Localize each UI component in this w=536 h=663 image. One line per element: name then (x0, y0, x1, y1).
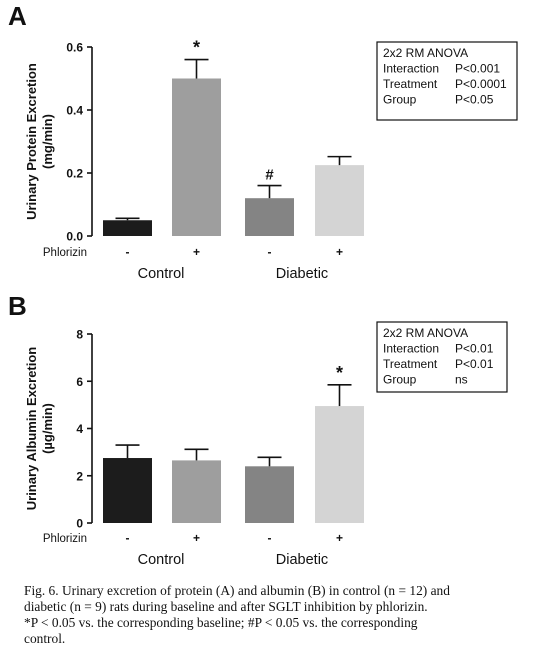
panel-b-ylabel-line-1: Urinary Albumin Excretion (24, 347, 39, 511)
panel-b-significance-mark: * (336, 363, 343, 383)
panel-a-bar (315, 165, 364, 236)
caption-line-2: diabetic (n = 9) rats during baseline an… (24, 599, 428, 614)
panel-a-y-tick-label: 0.2 (66, 167, 83, 181)
panel-a-bar (245, 198, 294, 236)
panel-a-group-label: Diabetic (276, 266, 328, 282)
panel-a-stats-row-value: P<0.05 (455, 93, 494, 107)
panel-a-ylabel-line-2: (mg/min) (40, 114, 55, 169)
panel-a-stats-row-label: Interaction (383, 62, 439, 76)
panel-b-bar (245, 466, 294, 523)
panel-a-stats-title: 2x2 RM ANOVA (383, 46, 468, 60)
panel-b-bar (315, 406, 364, 523)
panel-a-treatment-label: + (193, 245, 200, 259)
panel-a-significance-mark: # (265, 167, 274, 184)
panel-a-group-label: Control (138, 266, 185, 282)
panel-b-y-tick-label: 8 (76, 328, 83, 342)
panel-b-treatment-label: - (268, 531, 272, 545)
panel-a-y-tick-label: 0.0 (66, 230, 83, 244)
panel-b-treatment-label: + (193, 531, 200, 545)
panel-a-y-tick-label: 0.4 (66, 104, 83, 118)
panel-b-stats-title: 2x2 RM ANOVA (383, 326, 468, 340)
panel-a-phlorizin-label: Phlorizin (43, 247, 87, 259)
panel-b-bar (172, 460, 221, 523)
panel-b-treatment-label: - (126, 531, 130, 545)
panel-b-ylabel-line-2: (µg/min) (40, 403, 55, 454)
panel-b-group-label: Diabetic (276, 552, 328, 568)
panel-a-stats-row-label: Group (383, 93, 417, 107)
panel-b-treatment-label: + (336, 531, 343, 545)
panel-b-bar (103, 458, 152, 523)
panel-b-stats-box (376, 321, 508, 393)
figure-caption: Fig. 6. Urinary excretion of protein (A)… (24, 583, 518, 647)
panel-a-treatment-label: + (336, 245, 343, 259)
caption-line-4: control. (24, 631, 66, 646)
panel-a-stats-box (376, 41, 518, 121)
panel-b-stats-row-label: Group (383, 373, 417, 387)
panel-b-y-tick-label: 2 (76, 469, 83, 483)
panel-b-y-tick-label: 4 (76, 422, 83, 436)
panel-a-treatment-label: - (268, 245, 272, 259)
panel-a-stats-row-value: P<0.0001 (455, 77, 507, 91)
panel-b-label: B (8, 291, 27, 321)
panel-b-stats-row-value: P<0.01 (455, 342, 494, 356)
panel-a-bar (172, 78, 221, 236)
panel-a-stats-row-label: Treatment (383, 77, 438, 91)
panel-b-group-label: Control (138, 552, 185, 568)
panel-b-stats-row-value: ns (455, 373, 468, 387)
panel-a-bar (103, 220, 152, 236)
panel-a-label: A (8, 1, 27, 31)
panel-b-stats-row-label: Treatment (383, 357, 438, 371)
panel-a-y-tick-label: 0.6 (66, 41, 83, 55)
panel-a-significance-mark: * (193, 38, 200, 58)
chart-panel-a: A Urinary Protein Excretion (mg/min) 0.0 0.2… (8, 1, 518, 282)
panel-b-stats-row-value: P<0.01 (455, 357, 494, 371)
panel-b-stats-row-label: Interaction (383, 342, 439, 356)
panel-b-y-tick-label: 6 (76, 375, 83, 389)
caption-line-1: Fig. 6. Urinary excretion of protein (A)… (24, 583, 450, 598)
panel-b-y-tick-label: 0 (76, 517, 83, 531)
chart-panel-b: B Urinary Albumin Excretion (µg/min) 0 2 4 6 8 -… (8, 291, 508, 568)
panel-b-phlorizin-label: Phlorizin (43, 533, 87, 545)
panel-a-stats-row-value: P<0.001 (455, 62, 500, 76)
panel-a-treatment-label: - (126, 245, 130, 259)
caption-line-3: *P < 0.05 vs. the corresponding baseline… (24, 615, 418, 630)
panel-a-ylabel-line-1: Urinary Protein Excretion (24, 63, 39, 220)
